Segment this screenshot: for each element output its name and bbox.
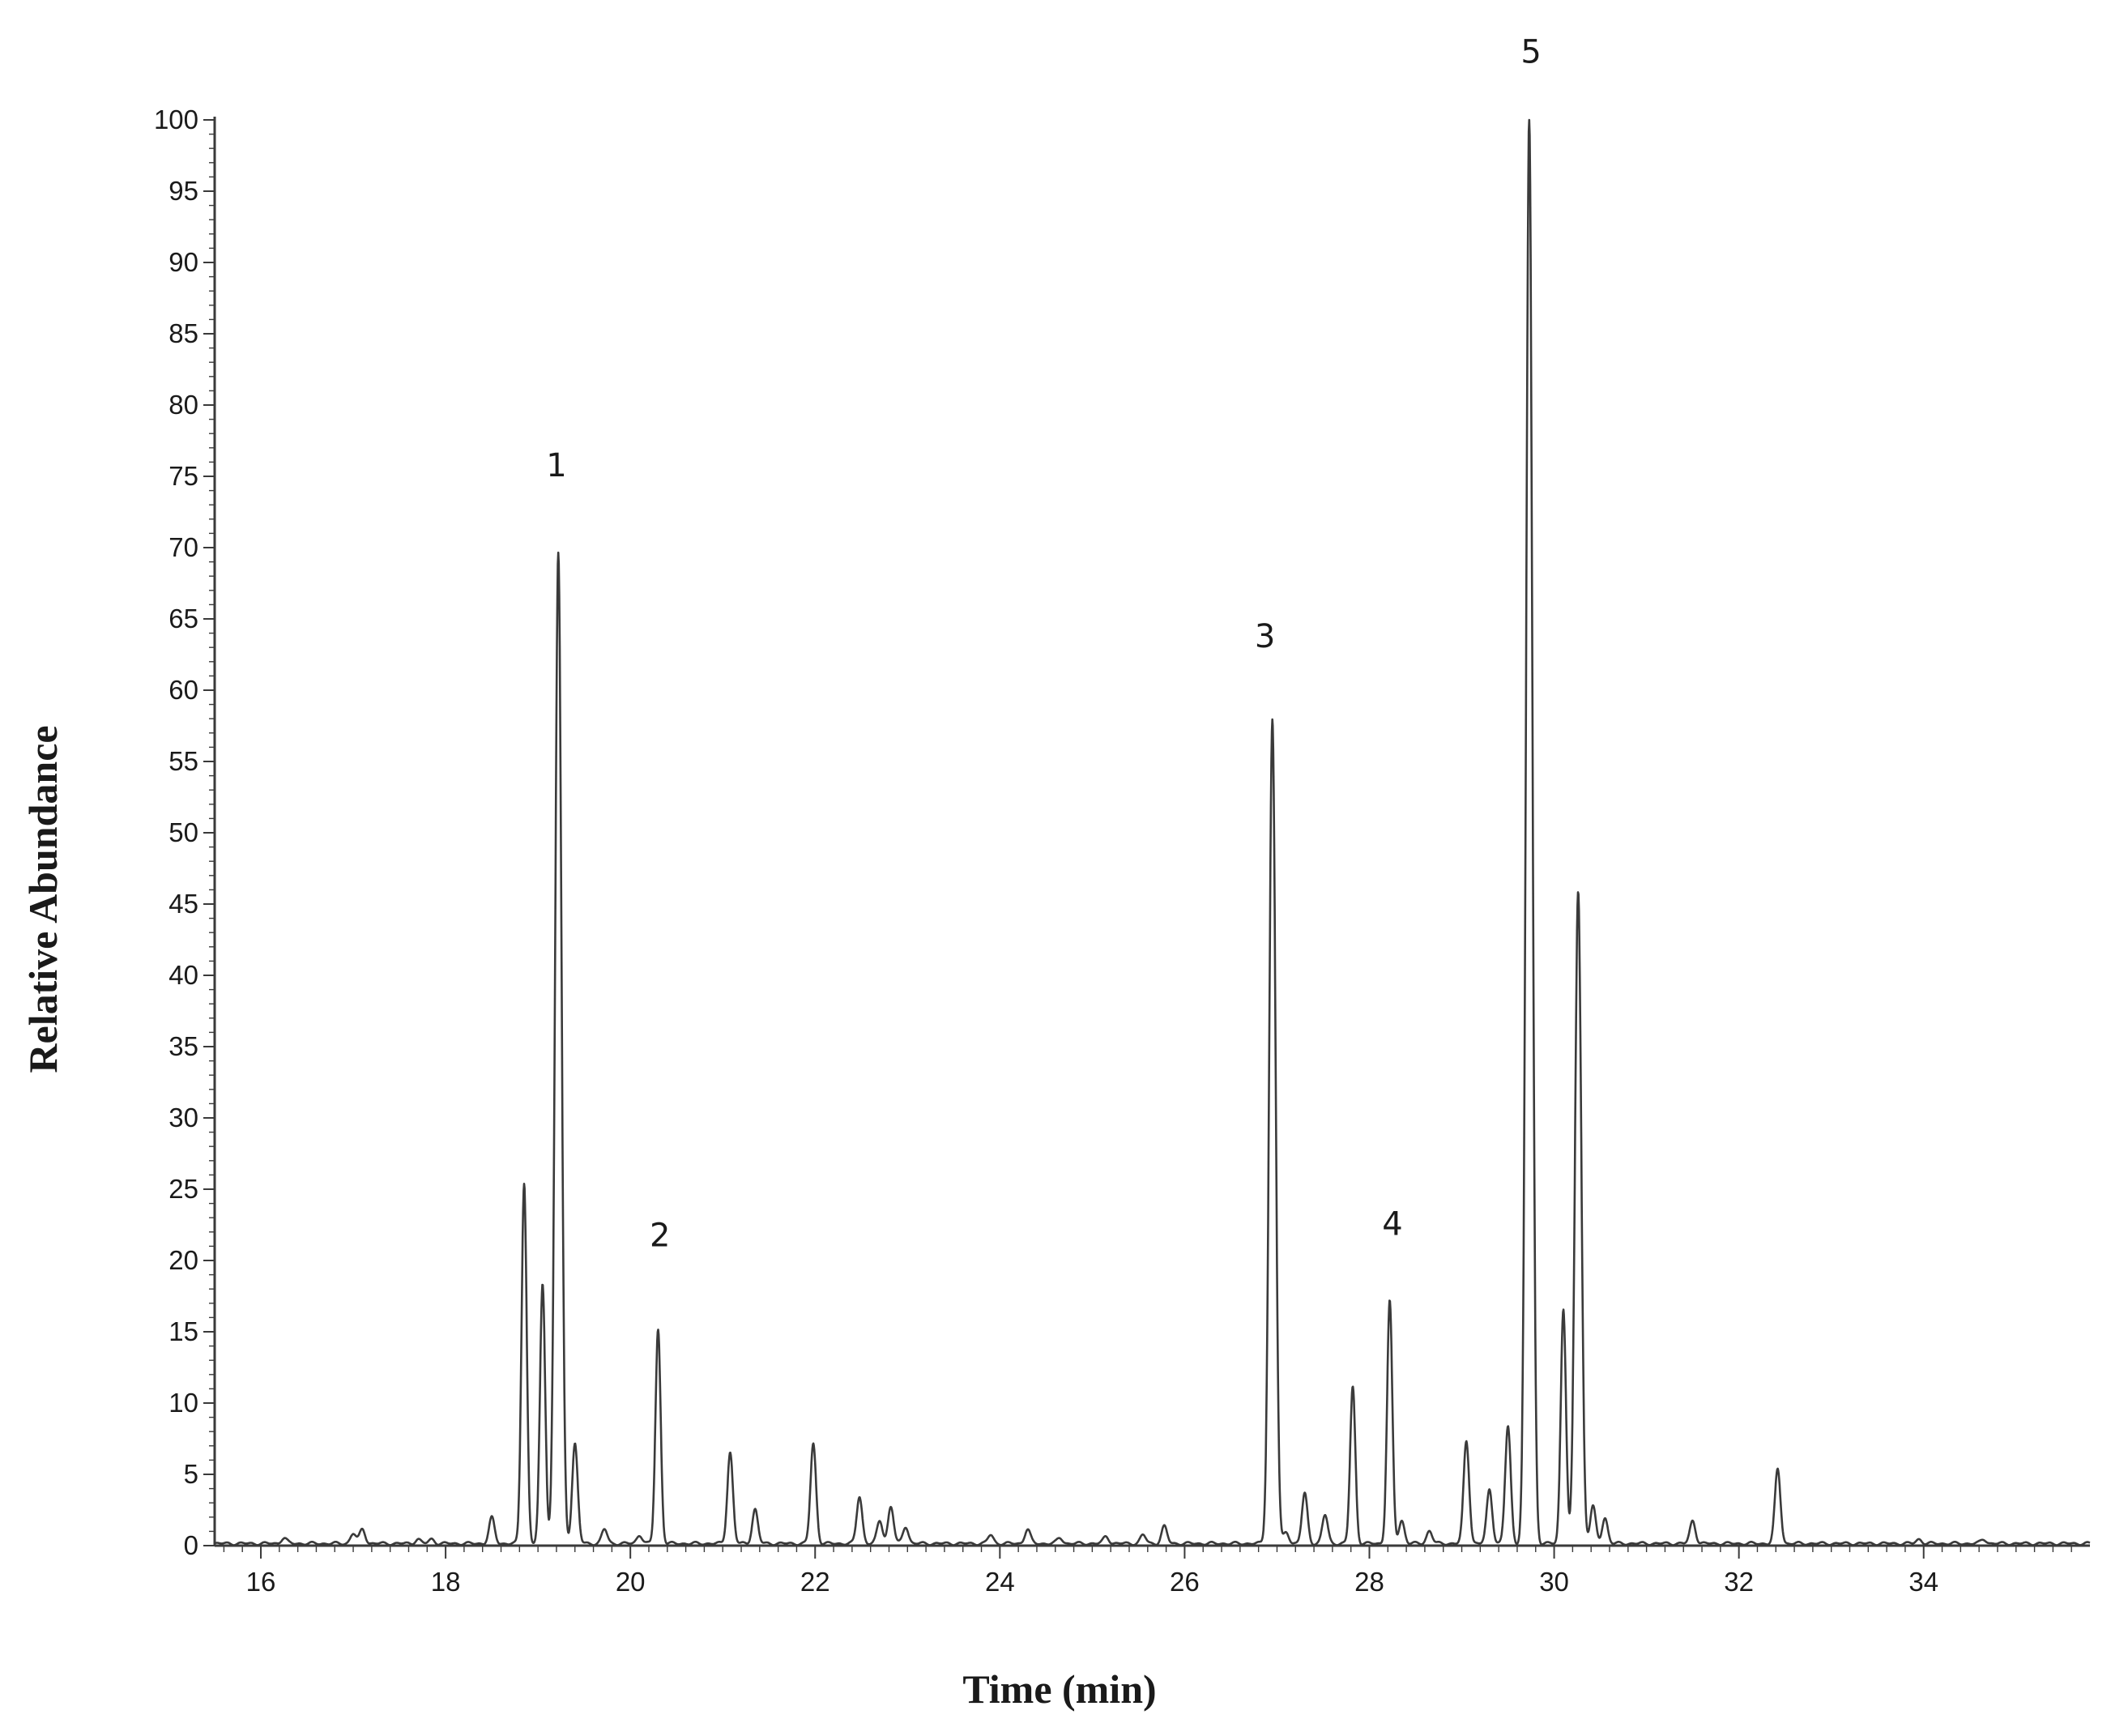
x-tick-label: 28	[1354, 1567, 1384, 1597]
y-tick-label: 65	[168, 604, 198, 633]
y-tick-label: 5	[184, 1459, 198, 1489]
x-tick-label: 32	[1724, 1567, 1754, 1597]
y-axis-title: Relative Abundance	[20, 725, 66, 1073]
x-tick-label: 26	[1170, 1567, 1200, 1597]
y-tick-label: 50	[168, 817, 198, 847]
y-tick-label: 45	[168, 889, 198, 919]
y-tick-label: 75	[168, 461, 198, 491]
y-tick-label: 25	[168, 1174, 198, 1204]
x-tick-label: 22	[800, 1567, 830, 1597]
y-tick-label: 35	[168, 1031, 198, 1061]
y-tick-label: 60	[168, 675, 198, 705]
x-tick-label: 20	[616, 1567, 646, 1597]
y-tick-label: 40	[168, 960, 198, 990]
y-tick-label: 100	[154, 105, 198, 134]
y-tick-label: 0	[184, 1530, 198, 1560]
peak-number-label: 3	[1255, 618, 1275, 655]
y-tick-label: 15	[168, 1316, 198, 1346]
peak-number-label: 4	[1382, 1205, 1402, 1243]
x-tick-label: 18	[431, 1567, 461, 1597]
y-tick-label: 55	[168, 746, 198, 776]
x-tick-label: 16	[246, 1567, 276, 1597]
y-tick-label: 80	[168, 390, 198, 420]
y-tick-label: 85	[168, 318, 198, 348]
peak-number-label: 2	[650, 1217, 670, 1254]
x-axis-ticks: 16 18 20 22 24 26 28 30 32 34	[223, 1546, 2072, 1597]
y-tick-label: 90	[168, 247, 198, 277]
y-tick-label: 20	[168, 1245, 198, 1275]
peak-number-label: 5	[1520, 34, 1541, 71]
y-tick-label: 70	[168, 532, 198, 562]
x-axis-title: Time (min)	[962, 1666, 1156, 1712]
x-tick-label: 30	[1539, 1567, 1569, 1597]
peak-labels: 1 2 3 4 5	[546, 34, 1542, 1255]
y-tick-label: 30	[168, 1103, 198, 1132]
y-tick-label: 10	[168, 1388, 198, 1418]
x-tick-label: 34	[1908, 1567, 1938, 1597]
peak-number-label: 1	[546, 447, 566, 484]
chromatogram-trace	[214, 118, 2091, 1546]
y-tick-label: 95	[168, 176, 198, 206]
x-tick-label: 24	[985, 1567, 1015, 1597]
y-axis-ticks: 0 5 10 15 20 25 30 35 40 45 50 55 60 65 70 75 80 85 90 95 10…	[154, 105, 215, 1560]
